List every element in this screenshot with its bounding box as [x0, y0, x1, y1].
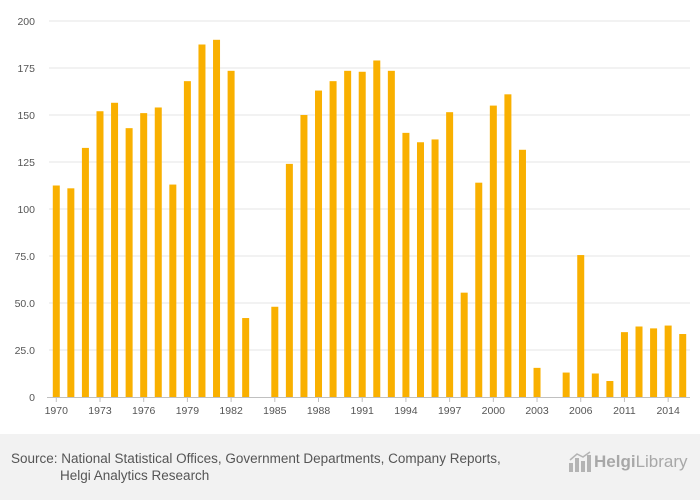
bar-1987 [300, 115, 308, 397]
x-tick-label: 2006 [569, 405, 593, 417]
bar-1991 [358, 71, 366, 397]
y-tick-label: 125 [17, 157, 35, 169]
x-tick-label: 1979 [176, 405, 200, 417]
bar-1998 [460, 292, 468, 397]
bar-1971 [67, 188, 75, 397]
bar-1995 [416, 142, 424, 397]
y-tick-label: 100 [17, 204, 35, 216]
bar-1977 [154, 107, 162, 397]
logo-suffix: Library [635, 452, 688, 471]
bar-2003 [533, 367, 541, 397]
bar-1996 [431, 139, 439, 397]
y-axis-tick-labels: 0 25.0 50.0 75.0 100 125 150 175 200 [15, 16, 36, 404]
logo-brand: Helgi [594, 452, 636, 471]
bar-1973 [96, 111, 104, 398]
bar-2015 [679, 334, 687, 397]
y-tick-label: 25.0 [15, 345, 36, 357]
x-tick-label: 1970 [45, 405, 69, 417]
bar-1994 [402, 132, 410, 398]
y-tick-label: 200 [17, 16, 35, 28]
bar-2000 [489, 105, 497, 397]
y-tick-label: 175 [17, 63, 35, 75]
bar-1972 [81, 147, 89, 397]
source-note: Source: National Statistical Offices, Go… [11, 450, 501, 484]
bar-1993 [387, 70, 395, 397]
bar-2011 [620, 332, 628, 397]
bar-2001 [504, 94, 512, 397]
x-tick-label: 1985 [263, 405, 287, 417]
bar-1983 [242, 318, 250, 397]
x-tick-label: 1988 [307, 405, 331, 417]
x-tick-label: 1997 [438, 405, 462, 417]
chart-logo-icon [569, 451, 591, 472]
x-tick-label: 2014 [656, 405, 680, 417]
helgi-library-logo: HelgiLibrary [568, 451, 688, 477]
bar-2013 [650, 328, 658, 397]
bar-1988 [315, 90, 323, 397]
x-axis: 1970 1973 1976 1979 1982 1985 1988 1991 1994 1997… [45, 397, 690, 417]
y-tick-label: 150 [17, 110, 35, 122]
source-line-2: Helgi Analytics Research [60, 468, 210, 483]
y-tick-label: 50.0 [15, 298, 36, 310]
bar-2014 [664, 325, 672, 397]
x-tick-label: 1991 [351, 405, 375, 417]
bar-1992 [373, 60, 381, 397]
bar-1975 [125, 128, 133, 397]
bar-1985 [271, 306, 279, 397]
x-tick-label: 1982 [219, 405, 243, 417]
footer: Source: National Statistical Offices, Go… [0, 434, 700, 500]
x-tick-label: 2003 [525, 405, 549, 417]
bar-2008 [606, 381, 614, 397]
bar-1989 [329, 81, 337, 397]
bar-1982 [227, 70, 235, 397]
bar-2006 [577, 255, 585, 397]
source-line-1: Source: National Statistical Offices, Go… [11, 451, 501, 466]
bar-2012 [635, 326, 643, 397]
bar-1999 [475, 182, 483, 397]
bar-1970 [52, 185, 60, 397]
x-tick-label: 1994 [394, 405, 418, 417]
bar-series [52, 39, 687, 398]
x-tick-label: 2000 [482, 405, 506, 417]
bar-2002 [518, 149, 526, 397]
bar-1976 [140, 113, 148, 398]
bar-1978 [169, 184, 177, 397]
bar-1997 [446, 112, 454, 398]
bar-2005 [562, 372, 570, 397]
bar-1986 [285, 163, 293, 397]
x-tick-label: 1973 [88, 405, 112, 417]
bar-1981 [213, 39, 221, 398]
bar-1979 [183, 81, 191, 397]
bar-1974 [111, 102, 119, 397]
bar-1980 [198, 44, 206, 397]
bar-1990 [344, 70, 352, 397]
x-tick-label: 2011 [613, 405, 636, 417]
y-tick-label: 0 [29, 392, 35, 404]
x-tick-label: 1976 [132, 405, 156, 417]
y-tick-label: 75.0 [15, 251, 36, 263]
bar-2007 [591, 373, 599, 397]
